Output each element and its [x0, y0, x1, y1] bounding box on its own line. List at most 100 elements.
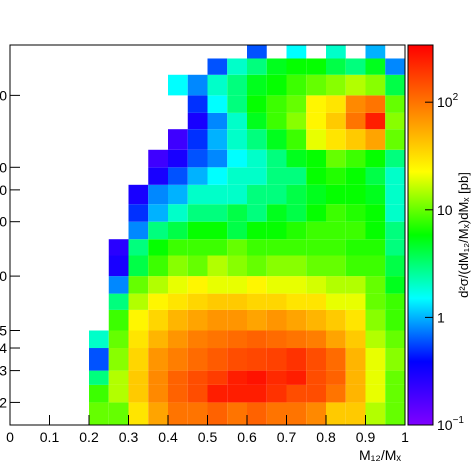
- cell: [326, 348, 346, 371]
- cell: [168, 149, 188, 168]
- cell: [266, 309, 287, 331]
- cell: [227, 58, 247, 75]
- cell: [148, 293, 168, 310]
- cell: [286, 309, 307, 331]
- cell: [148, 384, 168, 403]
- cell: [365, 384, 386, 403]
- colorbar-tick-exponent: 2: [453, 92, 459, 103]
- cell: [365, 58, 386, 75]
- cell: [345, 167, 366, 185]
- cell: [266, 221, 287, 240]
- cell: [266, 112, 287, 130]
- cell: [306, 255, 326, 277]
- cell: [247, 330, 267, 349]
- x-tick-label: 0.7: [277, 429, 297, 445]
- cell: [187, 402, 208, 425]
- x-tick-label: 0.8: [316, 429, 336, 445]
- cell: [266, 149, 287, 168]
- cell: [207, 58, 228, 75]
- cell: [227, 384, 247, 403]
- cell: [365, 348, 386, 371]
- cell: [306, 239, 326, 256]
- cell: [89, 384, 109, 403]
- cell: [148, 255, 168, 277]
- cell: [168, 309, 188, 331]
- cell: [108, 384, 129, 403]
- cell: [365, 330, 386, 349]
- cell: [326, 58, 346, 75]
- cell: [227, 276, 247, 294]
- colorbar-tick-exponent: −1: [453, 415, 465, 426]
- cell: [306, 330, 326, 349]
- cell: [306, 112, 326, 130]
- cell: [345, 239, 366, 256]
- cell: [266, 95, 287, 113]
- cell: [148, 309, 168, 331]
- cell: [365, 239, 386, 256]
- cell: [306, 167, 326, 185]
- cell: [89, 330, 109, 349]
- cell: [365, 221, 386, 240]
- cell: [326, 221, 346, 240]
- cell: [365, 370, 386, 385]
- cell: [345, 58, 366, 75]
- x-tick-label: 0.3: [119, 429, 139, 445]
- cell: [168, 370, 188, 385]
- cell: [207, 74, 228, 96]
- cell: [148, 149, 168, 168]
- cell: [187, 293, 208, 310]
- cell: [286, 239, 307, 256]
- cell: [89, 402, 109, 425]
- cell: [286, 384, 307, 403]
- cell: [247, 239, 267, 256]
- x-tick-label: 0.9: [356, 429, 376, 445]
- cell: [108, 309, 129, 331]
- cell: [345, 95, 366, 113]
- cell: [326, 184, 346, 205]
- cell: [207, 402, 228, 425]
- cell: [306, 184, 326, 205]
- cell: [187, 95, 208, 113]
- cell: [247, 293, 267, 310]
- cell: [227, 112, 247, 130]
- cell: [207, 370, 228, 385]
- cell: [247, 402, 267, 425]
- cell: [187, 221, 208, 240]
- cell: [148, 167, 168, 185]
- cell: [266, 129, 287, 150]
- cell: [128, 293, 149, 310]
- cell: [306, 204, 326, 222]
- cell: [247, 184, 267, 205]
- cell: [286, 45, 307, 59]
- cell: [187, 255, 208, 277]
- cell: [247, 129, 267, 150]
- cell: [286, 204, 307, 222]
- cell: [385, 129, 405, 150]
- cell: [286, 58, 307, 75]
- cell: [345, 149, 366, 168]
- cell: [385, 276, 405, 294]
- cell: [168, 204, 188, 222]
- cell: [365, 74, 386, 96]
- cell: [207, 184, 228, 205]
- colorbar-tick-label: 10−1: [437, 415, 464, 433]
- cell: [306, 402, 326, 425]
- colorbar-tick-label: 10: [437, 202, 453, 218]
- cell: [385, 58, 405, 75]
- colorbar-tick-label: 1: [437, 309, 445, 325]
- cell: [365, 95, 386, 113]
- cell: [227, 204, 247, 222]
- cell: [148, 348, 168, 371]
- cell: [365, 112, 386, 130]
- cell: [306, 95, 326, 113]
- cell: [286, 221, 307, 240]
- cell: [345, 129, 366, 150]
- cell: [326, 74, 346, 96]
- cell: [227, 221, 247, 240]
- cell: [89, 370, 109, 385]
- cell: [365, 204, 386, 222]
- cell: [266, 184, 287, 205]
- cell: [385, 239, 405, 256]
- cell: [207, 348, 228, 371]
- cell: [227, 330, 247, 349]
